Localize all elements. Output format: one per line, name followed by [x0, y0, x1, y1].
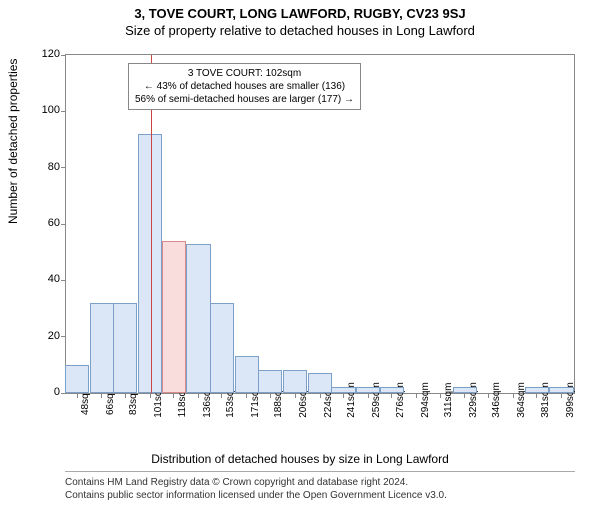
plot-area: 48sqm66sqm83sqm101sqm118sqm136sqm153sqm1… [65, 54, 575, 394]
x-tick [343, 393, 344, 398]
histogram-bar [380, 387, 404, 393]
histogram-bar [356, 387, 380, 393]
x-tick [125, 393, 126, 398]
chart-title-line2: Size of property relative to detached ho… [0, 23, 600, 38]
y-tick [61, 224, 66, 225]
x-tick [246, 393, 247, 398]
callout-line2: ← 43% of detached houses are smaller (13… [135, 80, 354, 93]
attribution-text: Contains HM Land Registry data © Crown c… [65, 471, 575, 502]
histogram-bar [65, 365, 89, 393]
histogram-bar [235, 356, 259, 393]
x-tick [198, 393, 199, 398]
x-tick [513, 393, 514, 398]
x-tick [440, 393, 441, 398]
y-tick-label: 20 [30, 330, 60, 342]
y-tick-label: 80 [30, 161, 60, 173]
histogram-bar [549, 387, 573, 393]
property-callout: 3 TOVE COURT: 102sqm← 43% of detached ho… [128, 63, 361, 110]
callout-line1: 3 TOVE COURT: 102sqm [135, 67, 354, 80]
x-tick-label: 294sqm [420, 382, 431, 418]
attribution-line2: Contains public sector information licen… [65, 489, 575, 502]
x-tick [270, 393, 271, 398]
x-tick-label: 346sqm [491, 382, 502, 418]
histogram-bar [258, 370, 282, 393]
x-tick [295, 393, 296, 398]
histogram-bar [162, 241, 186, 393]
y-tick [61, 280, 66, 281]
histogram-bar [90, 303, 114, 393]
x-tick [101, 393, 102, 398]
x-tick [320, 393, 321, 398]
chart-title-line1: 3, TOVE COURT, LONG LAWFORD, RUGBY, CV23… [0, 6, 600, 21]
y-tick-label: 0 [30, 386, 60, 398]
chart-container: 3, TOVE COURT, LONG LAWFORD, RUGBY, CV23… [0, 6, 600, 506]
histogram-bar [308, 373, 332, 393]
x-tick [561, 393, 562, 398]
y-tick-label: 100 [30, 104, 60, 116]
y-tick-label: 60 [30, 217, 60, 229]
y-tick-label: 120 [30, 48, 60, 60]
y-tick [61, 55, 66, 56]
x-tick [488, 393, 489, 398]
x-tick [150, 393, 151, 398]
callout-line3: 56% of semi-detached houses are larger (… [135, 93, 354, 106]
x-tick [221, 393, 222, 398]
x-tick [77, 393, 78, 398]
histogram-bar [453, 387, 477, 393]
x-tick [464, 393, 465, 398]
x-tick [391, 393, 392, 398]
histogram-bar [113, 303, 137, 393]
y-axis-label: Number of detached properties [6, 59, 20, 224]
x-axis-label: Distribution of detached houses by size … [0, 452, 600, 466]
y-tick [61, 111, 66, 112]
x-tick [536, 393, 537, 398]
x-tick [368, 393, 369, 398]
histogram-bar [331, 387, 355, 393]
histogram-bar [186, 244, 210, 393]
histogram-bar [210, 303, 234, 393]
attribution-line1: Contains HM Land Registry data © Crown c… [65, 476, 575, 489]
histogram-bar [283, 370, 307, 393]
y-tick-label: 40 [30, 273, 60, 285]
y-tick [61, 167, 66, 168]
x-tick [416, 393, 417, 398]
histogram-bar [525, 387, 549, 393]
y-tick [61, 336, 66, 337]
x-tick [173, 393, 174, 398]
